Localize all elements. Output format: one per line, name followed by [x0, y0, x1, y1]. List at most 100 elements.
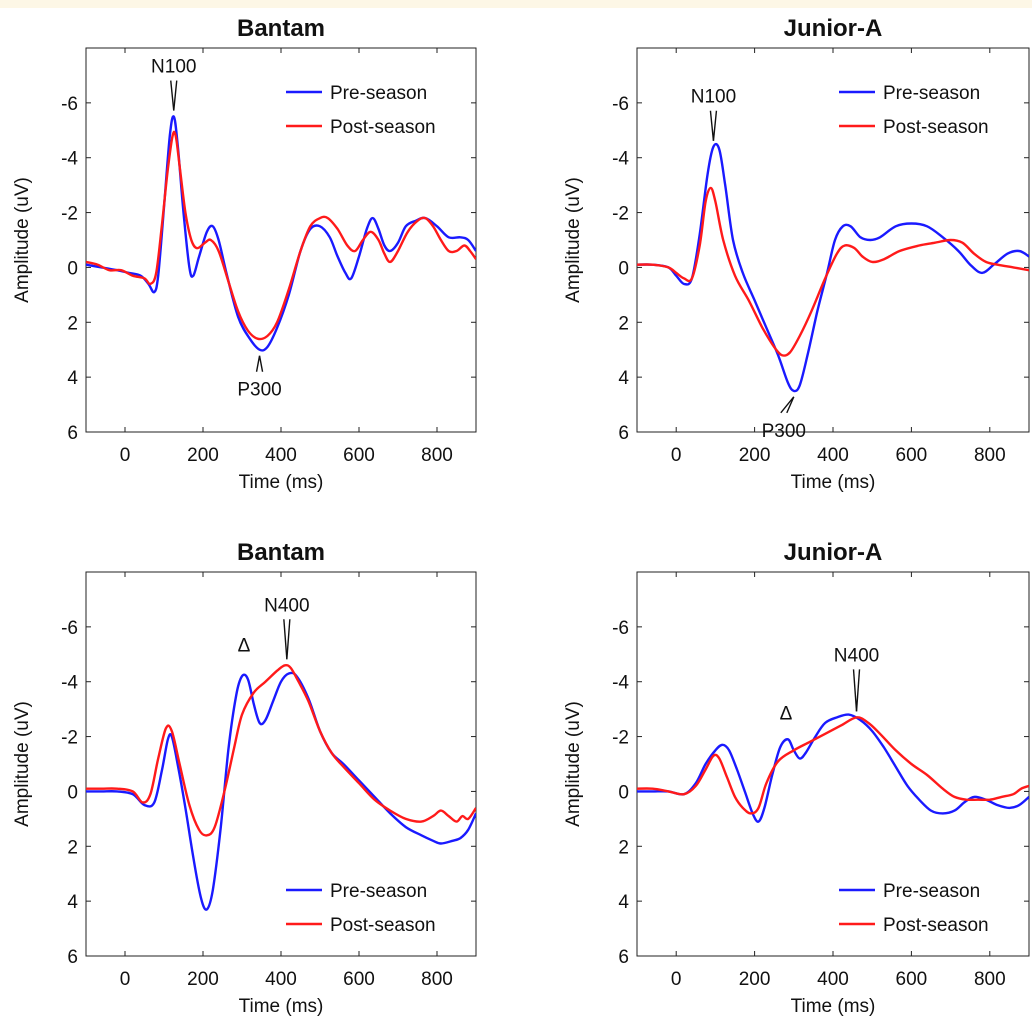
legend-label: Post-season: [883, 117, 989, 138]
y-tick-label: 0: [67, 782, 78, 803]
y-tick-label: 6: [67, 947, 78, 968]
y-tick-label: 6: [618, 947, 629, 968]
y-tick-label: -2: [612, 204, 629, 225]
post-season-line: [637, 716, 1029, 815]
panel-title: Junior-A: [784, 15, 883, 42]
y-axis-label: Amplitude (uV): [563, 701, 584, 827]
annotation-pointer: [855, 669, 861, 712]
legend-label: Pre-season: [883, 83, 980, 104]
x-tick-label: 0: [120, 445, 131, 466]
post-season-line: [86, 663, 476, 837]
x-tick-label: 600: [343, 445, 375, 466]
y-tick-label: 6: [67, 423, 78, 444]
panel-title: Bantam: [237, 15, 325, 42]
annotation-pointer: [173, 80, 178, 111]
pre-season-line: [637, 713, 1029, 823]
x-tick-label: 0: [120, 969, 131, 990]
y-tick-label: 6: [618, 423, 629, 444]
x-tick-label: 800: [974, 445, 1006, 466]
annotation-pointer: [786, 396, 795, 414]
legend-label: Post-season: [883, 915, 989, 936]
panel-title: Junior-A: [784, 539, 883, 566]
y-tick-label: 4: [618, 368, 629, 389]
x-tick-label: 400: [817, 445, 849, 466]
component-annotation: P300: [762, 421, 806, 442]
y-tick-label: 2: [67, 313, 78, 334]
y-tick-label: 4: [618, 892, 629, 913]
x-axis-label: Time (ms): [239, 996, 324, 1017]
legend-label: Pre-season: [883, 881, 980, 902]
y-tick-label: 2: [618, 837, 629, 858]
annotation-pointer: [255, 355, 261, 372]
x-tick-label: 200: [739, 969, 771, 990]
y-axis-label: Amplitude (uV): [12, 701, 33, 827]
panel-3: Bantam 0 200 400 600 800 -6 -4 -2 0 2 4 6 Time (ms) Am…: [12, 539, 477, 1017]
y-tick-label: -6: [612, 94, 629, 115]
delta-annotation: Δ: [780, 703, 793, 724]
x-tick-label: 600: [896, 969, 928, 990]
x-axis-label: Time (ms): [791, 996, 876, 1017]
y-tick-label: 0: [618, 258, 629, 279]
y-tick-label: -4: [612, 149, 629, 170]
x-tick-label: 600: [343, 969, 375, 990]
legend-label: Pre-season: [330, 881, 427, 902]
y-tick-label: -6: [61, 94, 78, 115]
x-axis-label: Time (ms): [239, 472, 324, 493]
y-tick-label: 4: [67, 892, 78, 913]
top-strip: [0, 0, 1032, 8]
y-tick-label: 4: [67, 368, 78, 389]
x-tick-label: 200: [739, 445, 771, 466]
y-tick-label: 0: [618, 782, 629, 803]
y-tick-label: -4: [61, 673, 78, 694]
component-annotation: N100: [691, 87, 736, 108]
annotation-pointer: [258, 355, 264, 372]
legend-label: Post-season: [330, 117, 436, 138]
y-tick-label: -6: [612, 618, 629, 639]
x-tick-label: 0: [671, 969, 682, 990]
y-tick-label: -2: [612, 728, 629, 749]
y-tick-label: -4: [612, 673, 629, 694]
component-annotation: N400: [834, 645, 879, 666]
component-annotation: N400: [264, 595, 309, 616]
annotation-pointer: [283, 619, 288, 660]
y-tick-label: -2: [61, 728, 78, 749]
panel-1: Bantam 0 200 400 600 800 -6 -4 -2 0 2 4 6 Time (ms) Am…: [12, 15, 477, 493]
pre-season-line: [86, 671, 476, 911]
x-axis-label: Time (ms): [791, 472, 876, 493]
delta-annotation: Δ: [238, 635, 251, 656]
x-tick-label: 200: [187, 445, 219, 466]
component-annotation: N100: [151, 57, 196, 78]
x-tick-label: 200: [187, 969, 219, 990]
y-tick-label: 2: [67, 837, 78, 858]
y-tick-label: -4: [61, 149, 78, 170]
component-annotation: P300: [237, 380, 281, 401]
panel-title: Bantam: [237, 539, 325, 566]
x-tick-label: 0: [671, 445, 682, 466]
x-tick-label: 600: [896, 445, 928, 466]
annotation-pointer: [286, 619, 291, 660]
annotation-pointer: [170, 80, 175, 111]
x-tick-label: 400: [265, 969, 297, 990]
panel-2: Junior-A 0 200 400 600 800 -6 -4 -2 0 2 4 6 Time (ms)…: [563, 15, 1030, 493]
y-axis-label: Amplitude (uV): [12, 177, 33, 303]
y-axis-label: Amplitude (uV): [563, 177, 584, 303]
post-season-line: [637, 186, 1029, 357]
y-tick-label: 2: [618, 313, 629, 334]
x-tick-label: 800: [974, 969, 1006, 990]
annotation-pointer: [852, 669, 858, 712]
x-tick-label: 400: [265, 445, 297, 466]
annotation-pointer: [780, 396, 795, 414]
post-season-line: [86, 130, 476, 341]
x-tick-label: 800: [421, 445, 453, 466]
y-tick-label: -2: [61, 204, 78, 225]
panel-4: Junior-A 0 200 400 600 800 -6 -4 -2 0 2 4 6 Time (ms)…: [563, 539, 1030, 1017]
annotation-pointer: [712, 110, 718, 141]
axes-frame: [85, 47, 477, 433]
x-tick-label: 400: [817, 969, 849, 990]
y-tick-label: 0: [67, 258, 78, 279]
y-tick-label: -6: [61, 618, 78, 639]
legend-label: Post-season: [330, 915, 436, 936]
x-tick-label: 800: [421, 969, 453, 990]
legend-label: Pre-season: [330, 83, 427, 104]
